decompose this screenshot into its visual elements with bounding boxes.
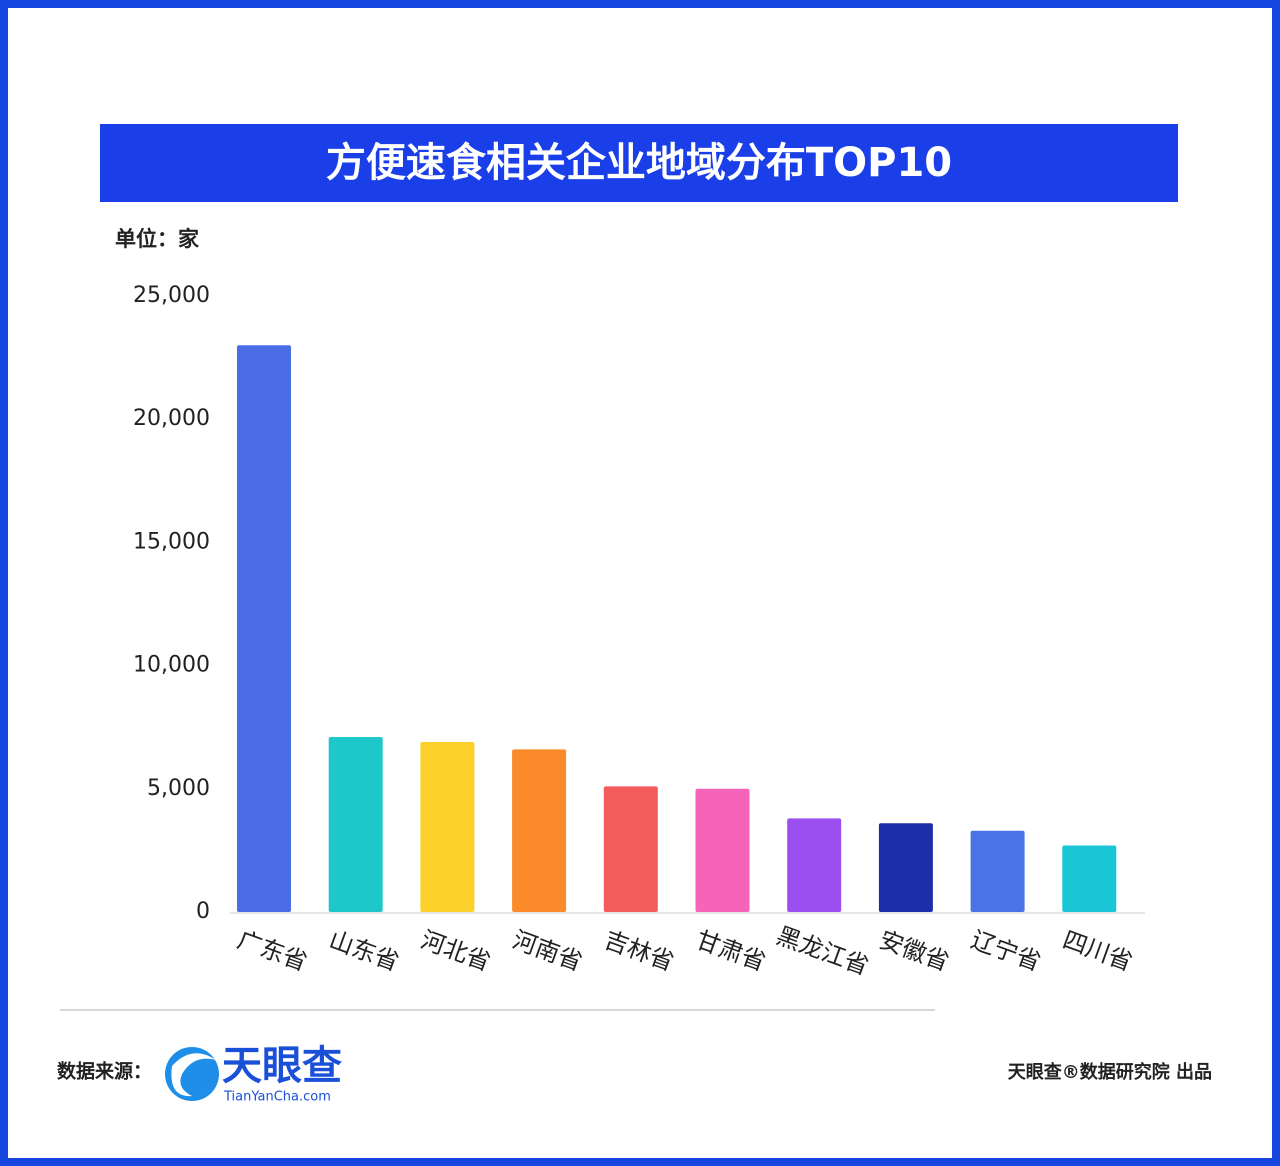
title-banner xyxy=(100,124,1178,202)
y-tick-label: 5,000 xyxy=(147,776,210,801)
logo-icon xyxy=(165,1047,219,1101)
source-label: 数据来源： xyxy=(57,1060,152,1083)
bar xyxy=(512,749,567,912)
bar xyxy=(603,786,658,912)
bar xyxy=(1062,845,1117,912)
bar xyxy=(878,823,933,912)
bar xyxy=(237,345,291,912)
bar xyxy=(420,741,475,912)
bar xyxy=(328,737,383,912)
y-tick-label: 25,000 xyxy=(133,283,210,308)
bar xyxy=(970,830,1025,912)
logo-name: 天眼查 xyxy=(222,1043,342,1089)
y-tick-label: 0 xyxy=(196,899,210,924)
bar xyxy=(787,818,842,912)
y-tick-label: 20,000 xyxy=(133,406,210,431)
logo-url: TianYanCha.com xyxy=(223,1090,331,1105)
y-tick-label: 10,000 xyxy=(133,653,210,678)
y-tick-label: 15,000 xyxy=(133,529,210,554)
bar xyxy=(695,788,750,912)
unit-label: 单位：家 xyxy=(115,227,200,251)
credit: 天眼查®数据研究院 出品 xyxy=(1008,1061,1212,1083)
chart-title: 方便速食相关企业地域分布TOP10 xyxy=(326,140,952,186)
